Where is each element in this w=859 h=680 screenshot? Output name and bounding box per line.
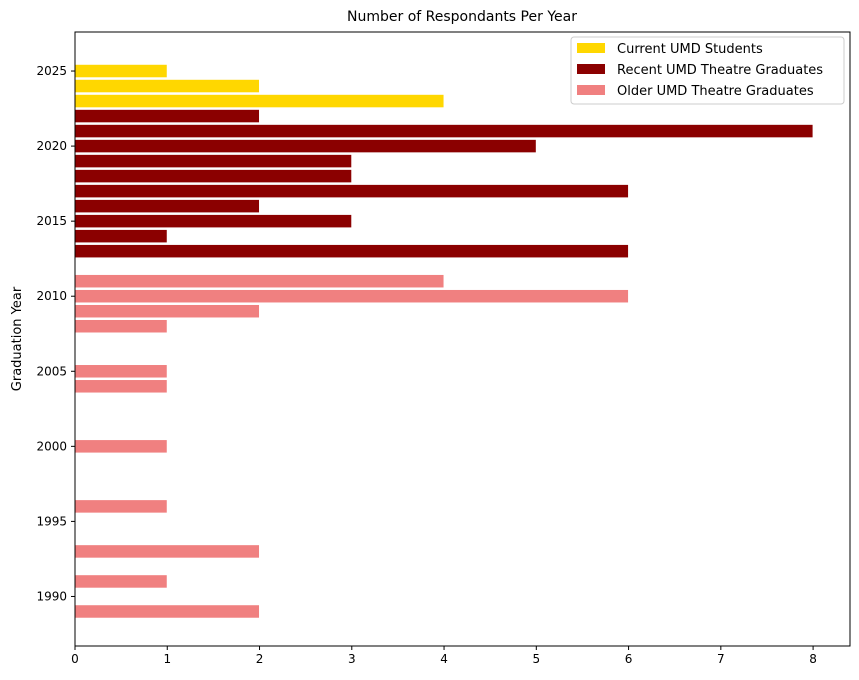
bar-1-2021	[74, 123, 814, 139]
x-tick-label-5: 5	[532, 652, 540, 666]
x-tick-label-8: 8	[809, 652, 817, 666]
bar-1-2018	[74, 168, 353, 184]
y-tick-label-2005: 2005	[36, 364, 67, 378]
bar-2-2005	[74, 364, 168, 379]
bar-1-2015	[74, 213, 353, 229]
legend-items: Current UMD Students Recent UMD Theatre G…	[577, 42, 823, 99]
y-tick-label-1995: 1995	[36, 514, 67, 528]
chart-title: Number of Respondants Per Year	[347, 9, 577, 25]
x-tick-label-7: 7	[717, 652, 725, 666]
bar-2-2010	[74, 288, 630, 304]
legend-label-2: Older UMD Theatre Graduates	[617, 84, 814, 99]
y-tick-label-2025: 2025	[36, 64, 67, 78]
x-tick-label-4: 4	[440, 652, 448, 666]
bar-1-2014	[74, 228, 168, 244]
y-tick-label-2015: 2015	[36, 214, 67, 228]
y-tick-label-2020: 2020	[36, 139, 67, 153]
bar-2-1991	[74, 574, 168, 589]
bar-2-2011	[74, 273, 445, 289]
x-tick-label-0: 0	[71, 652, 79, 666]
legend-swatch-1	[577, 64, 605, 74]
bar-1-2019	[74, 153, 353, 169]
x-tick-label-3: 3	[348, 652, 356, 666]
y-tick-label-2010: 2010	[36, 289, 67, 303]
legend-box	[570, 36, 845, 105]
plot-frame	[74, 31, 851, 647]
y-axis-label: Graduation Year	[10, 286, 25, 391]
y-axis: 1990 1995 2000 2005 2010 2015 2020 2025	[36, 64, 75, 603]
bar-1-2013	[74, 243, 630, 259]
bars-layer	[74, 63, 814, 619]
bar-2-2000	[74, 439, 168, 454]
bar-2-1996	[74, 499, 168, 514]
bar-1-2016	[74, 198, 261, 214]
y-tick-label-1990: 1990	[36, 589, 67, 603]
bar-0-2024	[74, 78, 261, 94]
x-tick-label-6: 6	[625, 652, 633, 666]
bar-1-2017	[74, 183, 630, 199]
bar-1-2022	[74, 108, 261, 124]
x-axis: 0 1 2 3 4 5 6 7 8	[71, 646, 817, 666]
bar-2-1989	[74, 604, 261, 619]
bar-0-2025	[74, 63, 168, 79]
bar-2-2004	[74, 379, 168, 394]
bar-1-2020	[74, 138, 537, 154]
legend-label-0: Current UMD Students	[617, 42, 763, 57]
legend: Current UMD Students Recent UMD Theatre G…	[570, 36, 845, 105]
bar-2-1993	[74, 544, 261, 559]
legend-swatch-2	[577, 85, 605, 95]
bar-2-2009	[74, 303, 261, 319]
legend-label-1: Recent UMD Theatre Graduates	[617, 63, 823, 78]
bar-2-2008	[74, 318, 168, 334]
legend-swatch-0	[577, 43, 605, 53]
y-tick-label-2000: 2000	[36, 439, 67, 453]
x-tick-label-1: 1	[163, 652, 171, 666]
x-tick-label-2: 2	[256, 652, 264, 666]
bar-0-2023	[74, 93, 445, 109]
